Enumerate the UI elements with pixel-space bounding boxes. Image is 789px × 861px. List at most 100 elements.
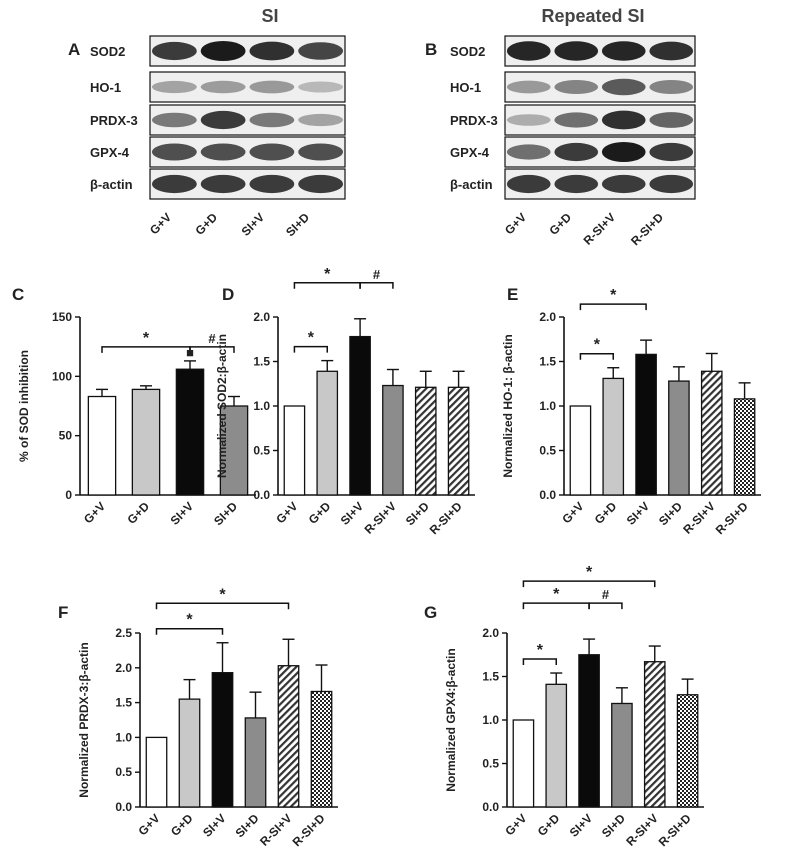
significance-marker: * [586,564,593,581]
significance-marker: * [594,337,601,354]
blot-row-label: HO-1 [90,80,121,95]
blot-band [249,112,295,128]
bar [676,694,699,808]
bar [512,719,535,808]
y-tick-label: 2.5 [115,626,132,640]
blot-band [601,110,646,130]
y-tick-label: 1.5 [539,355,556,369]
blot-band [601,174,646,194]
bar [283,405,306,496]
y-tick-label: 0.0 [253,488,270,502]
y-tick-label: 0.5 [539,444,556,458]
y-tick-label: 1.5 [115,696,132,710]
blot-band [506,80,551,94]
blot-band [298,42,344,60]
y-tick-label: 0.0 [482,800,499,814]
significance-bracket [359,282,394,289]
blot-band [649,80,694,94]
bar [643,661,666,808]
significance-marker: * [537,642,544,659]
blot-row-label: GPX-4 [450,145,490,160]
significance-marker: * [186,612,193,629]
significance-bracket [522,658,557,666]
x-tick-label: G+D [535,811,563,839]
y-tick-label: 2.0 [115,661,132,675]
blot-band [649,174,694,194]
bar [611,702,633,808]
chart-panel-d: D 0.0 0.5 1.0 1.5 2.0 Normalized SOD2:β-actin G… [215,266,475,537]
blot-band [649,142,694,162]
chart-panel-e: E 0.0 0.5 1.0 1.5 2.0 Normalized HO-1: β-actin… [501,285,761,537]
significance-marker: * [143,330,150,347]
x-tick-label: SI+D [656,499,685,528]
y-tick-label: 0.0 [115,800,132,814]
blot-band [506,144,551,160]
lane-label: G+V [502,210,529,237]
y-axis-label: % of SOD inhibition [17,350,31,462]
y-tick-label: 150 [52,310,72,324]
blot-band [249,41,295,61]
bar [382,384,404,496]
y-tick-label: 2.0 [539,310,556,324]
chart-panel-f: F 0.0 0.5 1.0 1.5 2.0 2.5 Normalized PRDX-3:β-a… [58,586,338,849]
blot-band [298,113,344,127]
x-tick-label: R-SI+V [623,811,660,848]
x-tick-label: SI+D [233,811,262,840]
x-tick-label: G+D [168,811,196,839]
blot-row-label: PRDX-3 [450,113,498,128]
x-tick-label: R-SI+D [656,811,694,849]
significance-marker: # [602,587,610,602]
lane-label: SI+D [283,210,312,239]
x-tick-label: G+V [502,811,529,838]
significance-bracket [155,602,290,610]
blot-band [298,174,344,194]
x-tick-label: SI+V [200,811,229,840]
blot-band [298,81,344,93]
significance-bracket [579,303,647,311]
y-tick-label: 1.5 [253,355,270,369]
blot-band [554,80,599,94]
x-tick-label: R-SI+D [713,499,751,537]
significance-bracket [101,346,191,353]
bar [349,335,371,496]
blot-band [554,142,599,162]
panel-label: E [507,285,518,304]
blot-band [200,41,246,61]
blot-band [649,112,694,128]
bar [131,388,161,496]
bar [175,368,205,496]
lane-label: G+V [147,210,174,237]
y-tick-label: 50 [59,429,73,443]
significance-marker: # [208,331,216,346]
y-tick-label: 1.0 [539,399,556,413]
y-tick-label: 0.0 [539,488,556,502]
x-tick-label: SI+V [567,811,596,840]
panel-label: F [58,603,68,622]
y-tick-label: 100 [52,369,72,383]
blot-band [298,143,344,161]
y-tick-label: 0.5 [482,757,499,771]
blot-band [200,110,246,130]
blot-band [554,112,599,128]
y-axis-label: Normalized HO-1: β-actin [501,334,515,477]
bar [569,405,592,496]
blot-band [151,41,197,61]
blot-row-label: SOD2 [450,44,485,59]
significance-bracket [522,580,656,588]
significance-marker: # [373,267,381,282]
blot-band [506,114,551,126]
blot-band [506,174,551,194]
blot-band [249,80,295,94]
bar [602,377,625,496]
significance-marker: * [553,586,560,603]
bar [635,353,657,496]
bar [578,654,600,808]
x-tick-label: R-SI+V [680,499,717,536]
blot-panel-a: A SI SOD2 HO-1 PRDX-3 GPX-4 β-actin G+V G+D SI+V S… [68,6,346,239]
bar [316,370,339,496]
significance-bracket [293,282,361,289]
x-tick-label: G+V [273,499,300,526]
lane-label: R-SI+V [581,210,618,247]
panel-label: D [222,285,234,304]
x-tick-label: G+V [559,499,586,526]
